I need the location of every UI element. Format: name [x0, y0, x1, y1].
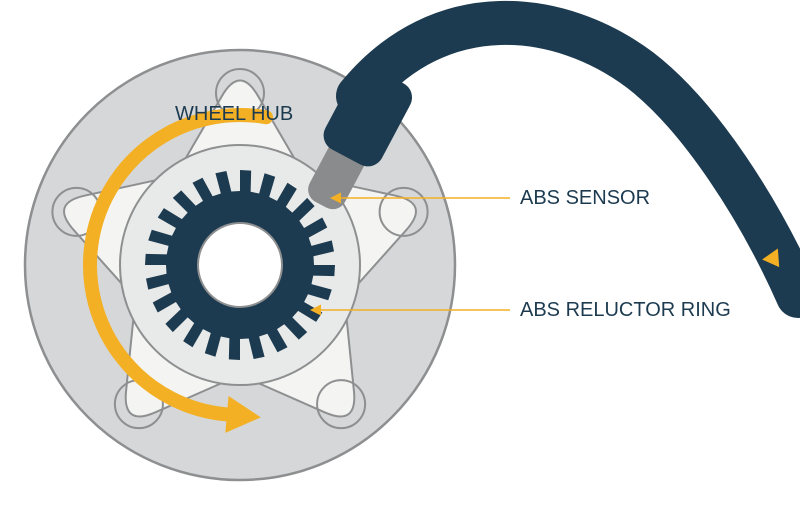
label-abs_sensor: ABS SENSOR [520, 187, 650, 209]
label-abs_reluctor: ABS RELUCTOR RING [520, 299, 731, 321]
label-wheel_hub: WHEEL HUB [175, 103, 293, 125]
abs-diagram: WHEEL HUBABS SENSORABS RELUCTOR RINGTO T… [0, 0, 800, 522]
